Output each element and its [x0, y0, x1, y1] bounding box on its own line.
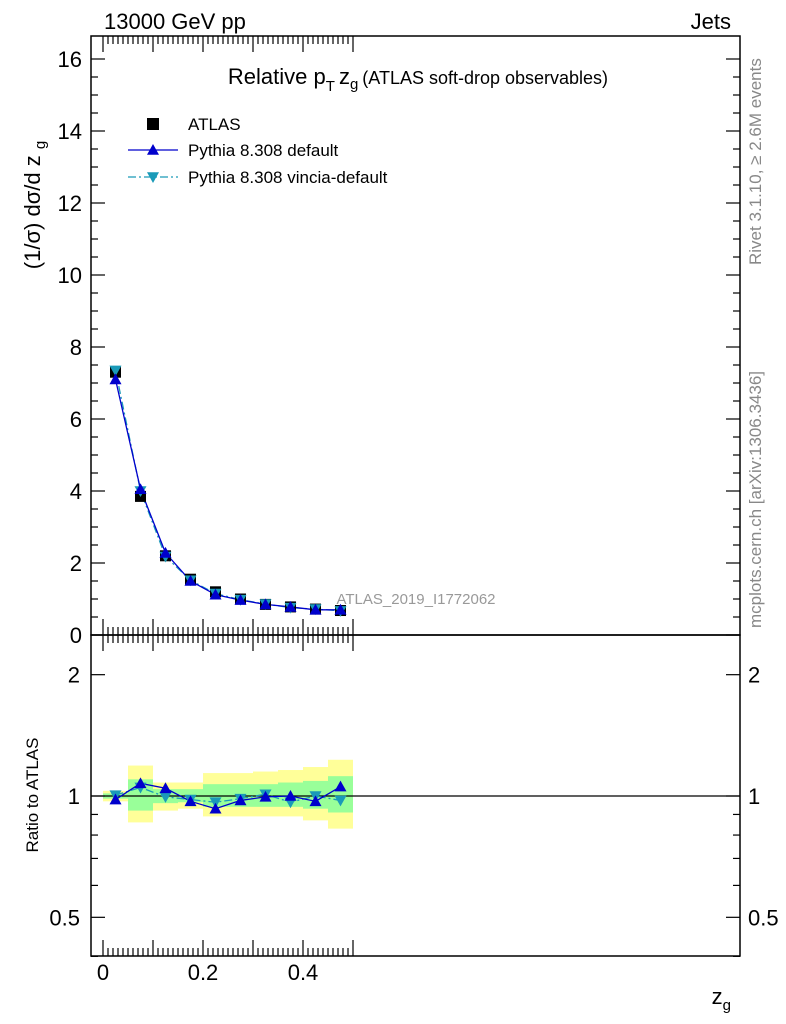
default-point [334, 603, 347, 615]
title-subscript-T: T [326, 78, 335, 95]
main-ytick-label: 2 [70, 551, 82, 576]
default-line [114, 379, 341, 611]
default-point [209, 588, 222, 600]
main-plot [109, 365, 347, 617]
vincia-line [114, 370, 341, 612]
legend-label: ATLAS [188, 115, 241, 134]
main-ytick-label: 8 [70, 335, 82, 360]
default-point [259, 598, 272, 610]
legend-label: Pythia 8.308 vincia-default [188, 168, 388, 187]
main-ytick-label: 12 [58, 191, 82, 216]
ratio-default-point [134, 777, 147, 789]
xlabel-subscript: g [723, 997, 731, 1014]
legend: ATLAS Pythia 8.308 default Pythia 8.308 vi… [128, 115, 388, 187]
xtick-label: 0.2 [188, 960, 219, 985]
default-point [184, 575, 197, 586]
title-suffix: (ATLAS soft-drop observables) [362, 68, 608, 88]
default-point [284, 600, 297, 612]
main-ylabel-subscript: g [32, 141, 49, 149]
default-point [134, 483, 147, 494]
vincia-point [109, 365, 122, 377]
main-ytick-label: 6 [70, 407, 82, 432]
ratio-default-point [284, 790, 297, 801]
ratio-vincia-point [159, 792, 172, 803]
main-ytick-label: 16 [58, 47, 82, 72]
ratio-default-point [184, 795, 197, 807]
xtick-label: 0 [97, 960, 109, 985]
default-point [309, 603, 322, 615]
legend-label: Pythia 8.308 default [188, 141, 339, 160]
ratio-ylabel: Ratio to ATLAS [23, 738, 42, 853]
category-label: Jets [691, 9, 731, 34]
ratio-default-point [334, 780, 347, 792]
main-ytick-label: 4 [70, 479, 82, 504]
ratio-default-line [115, 782, 341, 810]
ratio-ytick-label-right: 2 [748, 663, 760, 688]
title-prefix: Relative p [228, 64, 326, 89]
mcplots-source-label: mcplots.cern.ch [arXiv:1306.3436] [746, 371, 765, 628]
main-ytick-label: 10 [58, 263, 82, 288]
xlabel: zg [712, 984, 731, 1014]
ratio-plot [109, 777, 347, 814]
ratio-default-point [209, 802, 222, 814]
main-ytick-label: 0 [70, 623, 82, 648]
ratio-default-point [159, 782, 172, 794]
title-subscript-g: g [350, 76, 358, 93]
plot-title: Relative pT zg (ATLAS soft-drop observable… [228, 64, 608, 95]
ratio-default-point [259, 790, 272, 802]
default-point [159, 546, 172, 558]
main-ytick-label: 14 [58, 119, 82, 144]
ratio-default-point [309, 795, 322, 807]
ratio-default-point [234, 794, 247, 806]
ratio-uncertainty-bands [91, 759, 740, 829]
default-point [109, 373, 122, 385]
xtick-label: 0.4 [288, 960, 319, 985]
ratio-ytick-label-right: 1 [748, 784, 760, 809]
ratio-ytick-label-right: 0.5 [748, 905, 779, 930]
ratio-vincia-point [334, 795, 347, 807]
rivet-version-label: Rivet 3.1.10, ≥ 2.6M events [746, 58, 765, 265]
legend-atlas-marker [147, 118, 159, 130]
ratio-ytick-label: 2 [68, 663, 80, 688]
ratio-default-point [109, 793, 122, 805]
analysis-watermark: ATLAS_2019_I1772062 [336, 591, 495, 608]
ratio-ytick-label: 0.5 [49, 905, 80, 930]
ratio-ytick-label: 1 [68, 784, 80, 809]
main-ylabel: (1/σ) dσ/d z g [20, 141, 49, 269]
title-variable: z [339, 64, 350, 89]
main-ylabel-text: (1/σ) dσ/d z [20, 155, 45, 269]
beam-label: 13000 GeV pp [104, 9, 246, 34]
svg-text:(1/σ) dσ/d z g: (1/σ) dσ/d z g [20, 141, 49, 269]
legend-vincia-marker [147, 172, 159, 183]
default-point [234, 594, 247, 605]
legend-default-marker [147, 144, 159, 155]
xlabel-text: z [712, 984, 723, 1009]
